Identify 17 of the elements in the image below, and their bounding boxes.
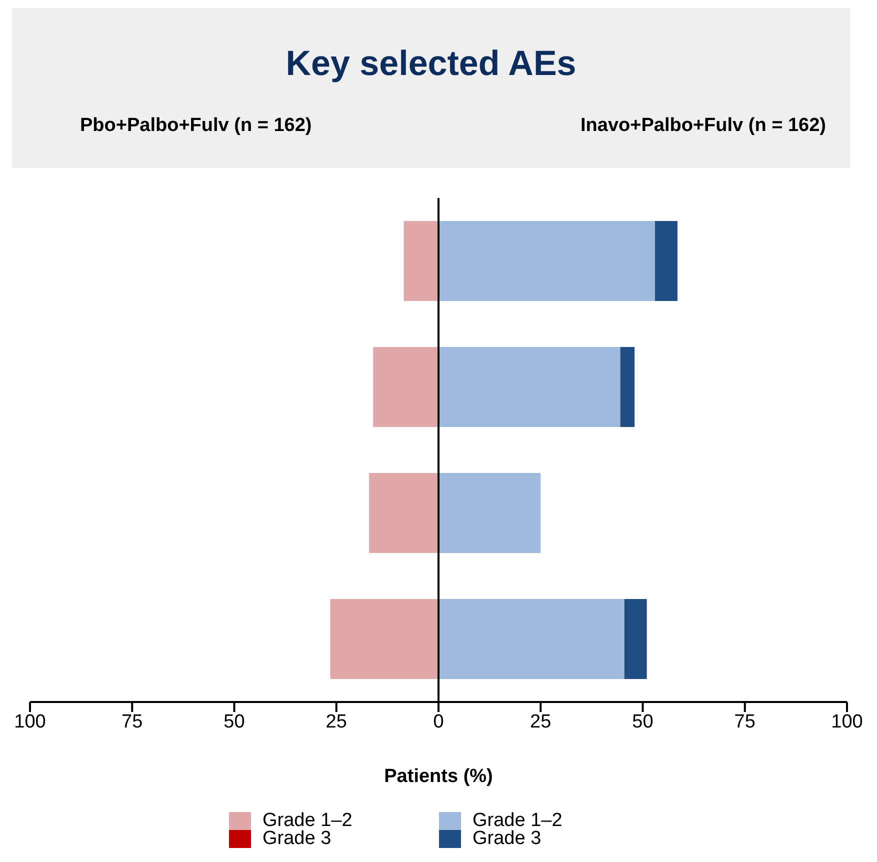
- text: Inavo+Palbo+Fulv (n = 162): [580, 115, 826, 137]
- text: Pbo+Palbo+Fulv (n = 162): [80, 115, 312, 137]
- x-tick-label: 25: [326, 711, 347, 732]
- x-tick-label: 75: [734, 711, 756, 732]
- x-tick-label: 100: [831, 711, 863, 732]
- chart-title: Key selected AEs: [284, 43, 578, 84]
- x-tick-label: 100: [14, 711, 46, 732]
- legend-label: Grade 1–2: [262, 810, 352, 831]
- legend-label: Grade 3: [472, 828, 542, 849]
- x-tick-label: 75: [122, 711, 143, 732]
- legend-label: Grade 1–2: [472, 810, 562, 831]
- x-tick-label: 0: [433, 711, 444, 732]
- x-tick-label: 25: [530, 711, 552, 732]
- legend-label: Grade 3: [262, 828, 332, 849]
- x-tick-label: 50: [224, 711, 245, 732]
- x-axis-title: Patients (%): [384, 766, 493, 787]
- x-tick-label: 50: [632, 711, 654, 732]
